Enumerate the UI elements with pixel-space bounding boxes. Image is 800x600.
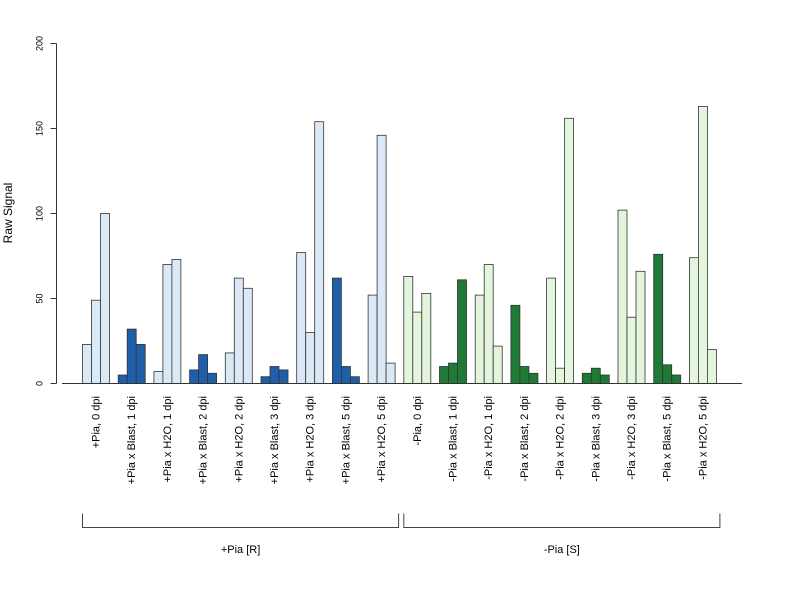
x-tick-label: -Pia, 0 dpi [412, 396, 424, 446]
bar [162, 264, 173, 384]
x-tick-label: +Pia x Blast, 3 dpi [269, 396, 281, 484]
group-bracket [82, 513, 400, 528]
x-tick-label: -Pia x H2O, 1 dpi [483, 396, 495, 480]
bar [564, 117, 574, 384]
bar [207, 372, 218, 384]
y-axis-label: Raw Signal [1, 183, 15, 244]
bar [224, 352, 235, 384]
x-tick-label: +Pia x Blast, 1 dpi [126, 396, 138, 484]
bar [457, 279, 467, 384]
y-tick-label: 200 [35, 36, 45, 51]
bar [412, 311, 423, 384]
bar [260, 376, 271, 384]
bar [189, 369, 200, 384]
x-tick-label: -Pia x Blast, 5 dpi [662, 396, 674, 482]
bar [349, 376, 360, 384]
bar [171, 258, 182, 384]
y-tick-label: 100 [35, 206, 45, 221]
bar [671, 374, 682, 384]
y-tick-label: 150 [35, 121, 45, 136]
bars [82, 106, 717, 384]
bar [385, 362, 396, 384]
x-tick-label: -Pia x H2O, 5 dpi [697, 396, 709, 480]
bar [403, 275, 414, 384]
y-tick-label: 50 [35, 293, 45, 303]
bar [278, 369, 289, 384]
bar [331, 277, 342, 384]
bar [269, 366, 280, 384]
bar [528, 372, 539, 384]
bar [448, 362, 458, 384]
bar [314, 121, 325, 384]
bar [546, 277, 556, 384]
bar [305, 332, 316, 384]
x-tick-label: +Pia x Blast, 5 dpi [340, 396, 352, 484]
bar [689, 257, 699, 384]
bar [707, 349, 717, 384]
bar [198, 354, 209, 384]
bar [421, 292, 432, 384]
bar [153, 371, 164, 384]
group-bracket [403, 513, 721, 528]
bar [626, 316, 637, 384]
bar [474, 294, 485, 384]
bar [367, 294, 378, 384]
bar [483, 264, 494, 384]
bar [91, 299, 101, 384]
y-axis: 0 50 100 150 200 [35, 36, 57, 386]
bar [82, 343, 92, 384]
bar [519, 366, 530, 384]
bar [510, 304, 521, 384]
group-brackets: +Pia [R] -Pia [S] [82, 513, 721, 556]
x-tick-label: +Pia x H2O, 5 dpi [376, 396, 388, 483]
bar [340, 366, 351, 384]
x-tick-label: -Pia x H2O, 2 dpi [555, 396, 567, 480]
bar [698, 106, 708, 384]
x-tick-label: -Pia x Blast, 2 dpi [519, 396, 531, 482]
bar [617, 209, 628, 384]
bar [492, 345, 503, 384]
bar [296, 252, 307, 384]
bar [233, 277, 244, 384]
bar [599, 374, 610, 384]
bar [439, 366, 449, 384]
bar [242, 287, 253, 384]
bar [635, 270, 646, 384]
bar [555, 367, 565, 384]
x-tick-label: -Pia x Blast, 3 dpi [590, 396, 602, 482]
bar [100, 213, 110, 384]
x-tick-label: -Pia x Blast, 1 dpi [448, 396, 460, 482]
bar [376, 134, 387, 384]
y-tick-label: 0 [35, 381, 45, 386]
x-tick-labels: +Pia, 0 dpi +Pia x Blast, 1 dpi +Pia x H2O… [91, 396, 710, 484]
bar [662, 364, 673, 384]
x-tick-label: +Pia x H2O, 3 dpi [305, 396, 317, 483]
bar [653, 253, 664, 384]
x-tick-label: +Pia x H2O, 2 dpi [233, 396, 245, 483]
bar [117, 374, 128, 384]
x-tick-label: +Pia x H2O, 1 dpi [162, 396, 174, 483]
bar [135, 343, 146, 384]
group-label: -Pia [S] [544, 544, 580, 556]
group-label: +Pia [R] [221, 544, 260, 556]
bar [581, 372, 592, 384]
x-tick-label: -Pia x H2O, 3 dpi [626, 396, 638, 480]
x-tick-label: +Pia x Blast, 2 dpi [198, 396, 210, 484]
x-tick-label: +Pia, 0 dpi [91, 396, 103, 448]
bar [590, 367, 601, 384]
bar [126, 328, 137, 384]
